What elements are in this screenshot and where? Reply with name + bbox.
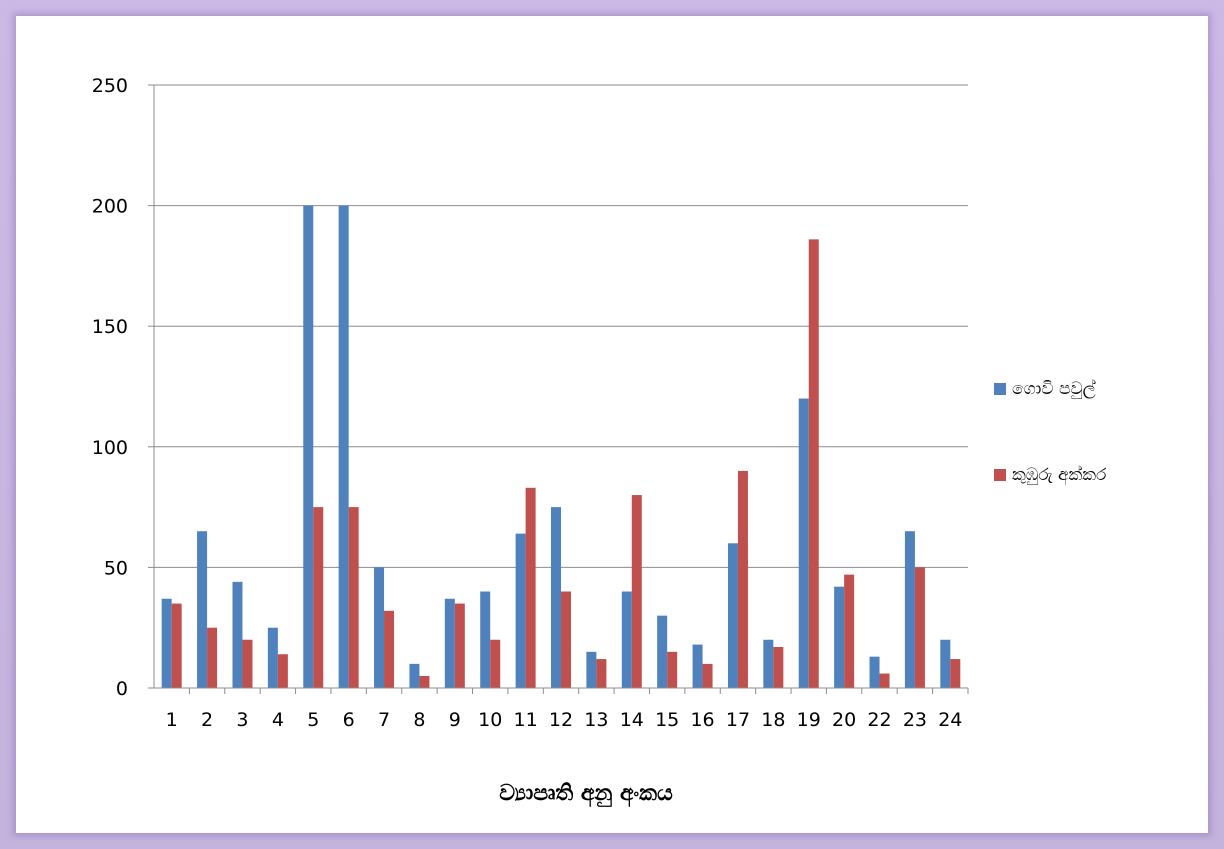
bar-series-1-23 [904,531,915,688]
x-axis-ticks: 1 2 3 4 5 6 7 8 9 10 11 12 13 14 15 16 17 18 19 20 22 23 24 [166,688,969,731]
bar-series-2-3 [242,639,253,688]
legend-label: කුඹුරු අක්කර [1012,465,1107,486]
bar-series-1-8 [409,663,420,688]
bar-series-2-15 [667,651,678,688]
x-axis-label: ව්‍යාපෘති අනු අංකය [499,781,673,808]
bar-series-1-13 [586,651,597,688]
bar-series-2-23 [914,567,925,688]
bar-series-1-11 [515,533,526,688]
x-tick-label: 13 [584,709,608,731]
x-tick-label: 10 [478,709,502,731]
y-tick-label: 150 [92,316,128,338]
bar-series-1-9 [444,598,455,688]
bar-series-2-13 [596,659,607,688]
x-tick-label: 1 [166,709,178,731]
bar-series-1-7 [374,567,385,688]
legend-label: ගොවි පවුල් [1012,379,1096,399]
bar-series-2-1 [171,603,182,688]
bar-series-2-17 [737,470,748,688]
bar-series-1-14 [621,591,632,688]
bar-series-1-12 [551,507,561,688]
bar-series-2-18 [773,646,784,688]
bar-series-1-1 [161,598,172,688]
x-tick-label: 9 [449,709,461,731]
x-tick-label: 18 [761,709,785,731]
x-tick-label: 16 [690,709,714,731]
bar-series-2-11 [525,487,536,688]
y-tick-label: 0 [116,678,128,700]
bar-series-1-16 [692,644,703,688]
bar-series-2-20 [844,574,855,688]
y-tick-label: 50 [104,557,128,579]
bar-series-2-22 [879,673,890,688]
x-tick-label: 8 [413,709,425,731]
x-tick-label: 19 [797,709,821,731]
bar-series-1-6 [338,205,349,688]
bar-series-1-18 [763,639,774,688]
bar-series-2-4 [277,654,288,688]
bar-series-2-12 [561,591,571,688]
bar-series-1-22 [869,656,880,688]
x-tick-label: 6 [343,709,355,731]
y-tick-label: 250 [92,75,128,97]
bar-series-1-20 [834,586,845,688]
bar-series-1-24 [940,639,951,688]
y-tick-label: 100 [92,437,128,459]
y-axis-ticks: 0 50 100 150 200 250 [92,75,128,700]
x-tick-label: 2 [201,709,213,731]
x-tick-label: 17 [726,709,750,731]
bar-series-2-2 [207,627,218,688]
x-tick-label: 23 [903,709,927,731]
bar-series-1-5 [303,205,314,688]
x-tick-label: 7 [378,709,390,731]
x-tick-label: 12 [549,709,573,731]
x-tick-label: 22 [867,709,891,731]
bar-series-2-14 [631,495,642,688]
x-tick-label: 14 [620,709,644,731]
x-tick-label: 20 [832,709,856,731]
x-tick-label: 3 [236,709,248,731]
x-tick-label: 24 [938,709,962,731]
y-tick-label: 200 [92,196,128,218]
bar-series-2-8 [419,675,430,688]
bar-series-2-24 [950,659,961,688]
bar-series-1-15 [657,615,668,688]
chart-panel [16,16,1208,833]
bar-series-1-10 [480,591,491,688]
x-tick-label: 11 [514,709,538,731]
bar-series-1-2 [197,531,208,688]
legend-swatch [994,383,1006,395]
bar-series-2-6 [348,507,359,688]
bar-series-1-17 [727,543,738,688]
legend: ගොවි පවුල් කුඹුරු අක්කර [994,379,1107,486]
bar-series-1-4 [267,627,278,688]
x-tick-label: 15 [655,709,679,731]
bar-series-2-10 [490,639,501,688]
bar-series-2-5 [313,507,324,688]
bar-series-2-16 [702,663,713,688]
bar-series-2-9 [454,603,465,688]
gridlines [148,84,968,689]
bar-series-2-7 [384,610,395,688]
x-tick-label: 5 [307,709,319,731]
bars [161,205,961,689]
bar-series-1-19 [798,398,809,688]
legend-swatch [994,469,1006,481]
bar-series-2-19 [808,239,819,689]
bar-series-1-3 [232,581,243,688]
x-tick-label: 4 [272,709,284,731]
